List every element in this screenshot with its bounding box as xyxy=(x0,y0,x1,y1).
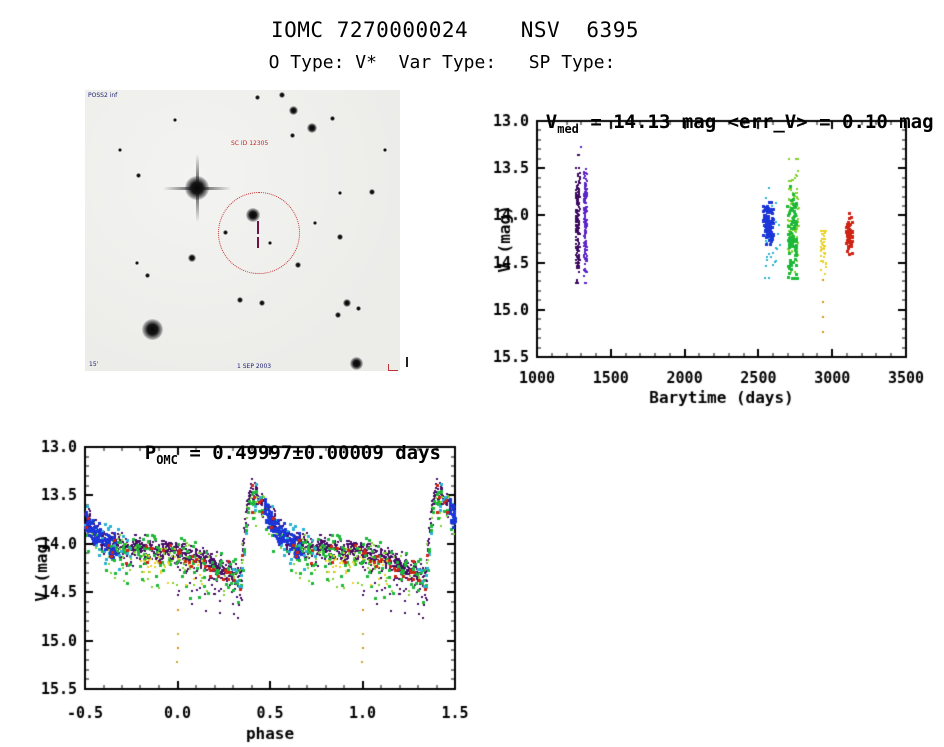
target-marker-lower xyxy=(257,237,259,248)
star xyxy=(254,94,260,100)
star xyxy=(307,123,317,133)
scale-label: 15' xyxy=(89,361,99,368)
survey-label: POSS2 inf xyxy=(88,92,118,99)
star xyxy=(329,115,335,121)
star xyxy=(259,300,265,306)
star xyxy=(383,148,387,152)
star xyxy=(355,305,361,311)
source-id-label: SC ID 12305 xyxy=(231,140,269,147)
scale-bar-black-mark xyxy=(406,357,408,367)
star xyxy=(343,299,351,307)
target-circle xyxy=(218,192,300,274)
star xyxy=(295,262,301,268)
bright-star xyxy=(185,176,209,200)
star xyxy=(237,297,243,303)
star xyxy=(173,118,177,122)
page-subtitle: O Type: V* Var Type: SP Type: xyxy=(268,52,616,73)
star xyxy=(118,148,122,152)
star xyxy=(337,234,343,240)
star xyxy=(141,318,163,340)
star xyxy=(279,92,285,98)
date-label: 1 SEP 2003 xyxy=(237,363,272,370)
star xyxy=(313,221,317,225)
star xyxy=(369,189,375,195)
star xyxy=(144,272,150,278)
star xyxy=(335,312,341,318)
star xyxy=(288,105,298,115)
scale-bar-red-mark xyxy=(388,364,398,371)
phase-plot-canvas xyxy=(30,418,484,747)
star xyxy=(135,172,141,178)
star xyxy=(188,254,196,262)
page-title: IOMC 7270000024 NSV 6395 xyxy=(270,18,639,42)
star xyxy=(338,191,342,195)
star xyxy=(289,132,295,138)
finder-chart-image: POSS2 inf SC ID 12305 1 SEP 2003 15' xyxy=(85,90,408,371)
target-marker xyxy=(257,221,259,234)
barytime-plot-canvas xyxy=(490,88,944,410)
star xyxy=(135,261,139,265)
star xyxy=(349,356,363,370)
